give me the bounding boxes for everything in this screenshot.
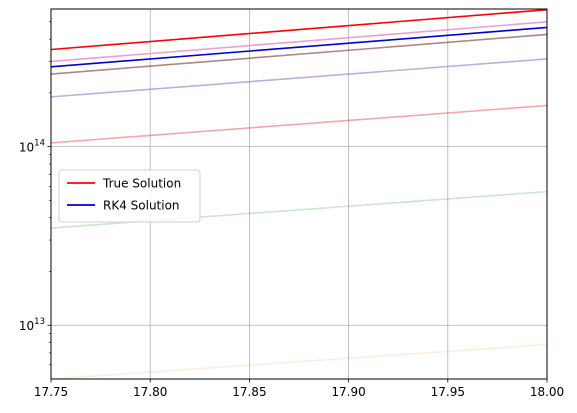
series-line [50, 33, 548, 75]
x-tick-label: 18.00 [530, 385, 564, 399]
series-lines [50, 8, 548, 380]
plot-area-frame [50, 8, 548, 380]
x-tick-label: 17.80 [133, 385, 167, 399]
series-line-rk4-solution [50, 26, 548, 68]
series-line-true-solution [50, 8, 548, 51]
legend-label: True Solution [102, 177, 181, 191]
x-tick-label: 17.85 [232, 385, 266, 399]
legend-label: RK4 Solution [103, 199, 180, 213]
series-line [50, 343, 548, 380]
y-tick-label: 1013 [19, 317, 45, 333]
x-tick-label: 17.75 [34, 385, 68, 399]
axis-ticks: 17.75 17.80 17.85 17.90 17.95 18.00 1013 1014 [19, 21, 564, 399]
x-tick-label: 17.90 [331, 385, 365, 399]
y-tick-label: 1014 [19, 139, 45, 155]
x-tick-label: 17.95 [431, 385, 465, 399]
series-line [50, 58, 548, 98]
series-line [50, 21, 548, 63]
series-line [50, 104, 548, 144]
legend: True Solution RK4 Solution [58, 169, 201, 223]
